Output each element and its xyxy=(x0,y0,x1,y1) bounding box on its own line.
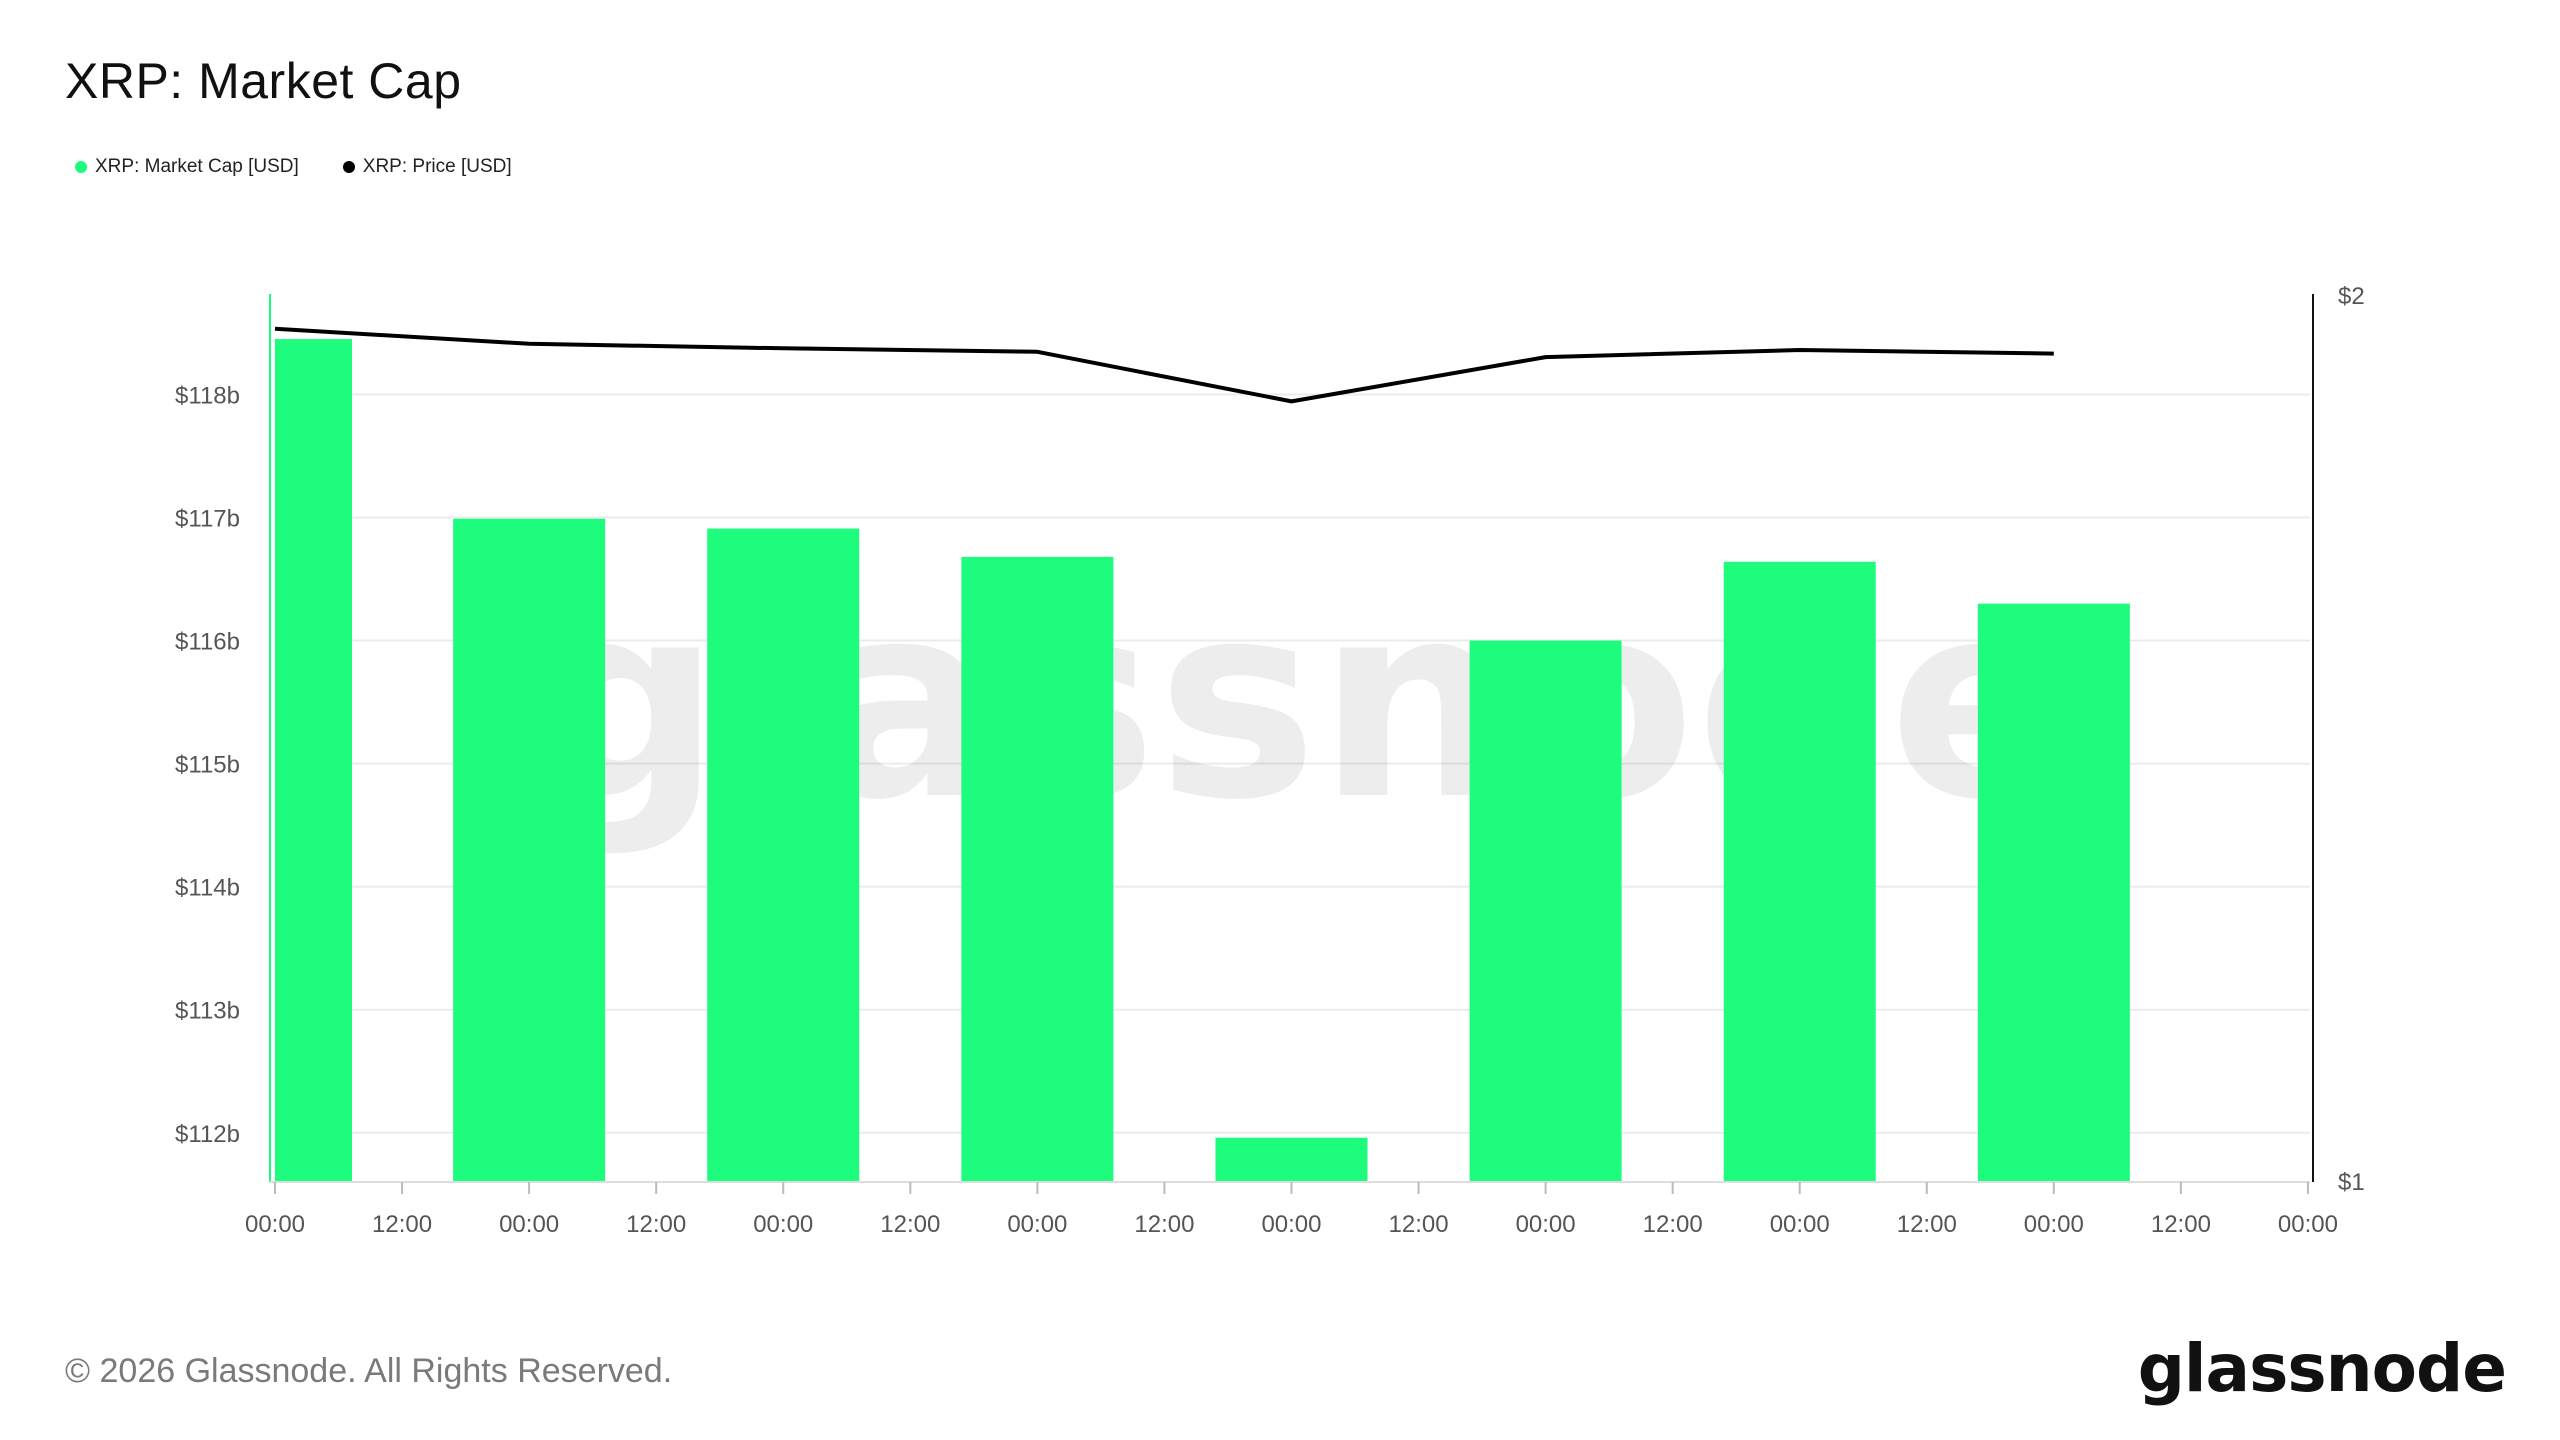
chart-legend: XRP: Market Cap [USD] XRP: Price [USD] xyxy=(75,156,512,178)
glassnode-logo[interactable]: glassnode xyxy=(2137,1330,2507,1407)
legend-item-price[interactable]: XRP: Price [USD] xyxy=(342,156,512,178)
copyright-footer: © 2026 Glassnode. All Rights Reserved. xyxy=(65,1352,673,1390)
y-left-tick-label: $118b xyxy=(175,382,240,409)
market-cap-bar[interactable] xyxy=(1469,640,1622,1182)
x-tick-label: 00:00 xyxy=(753,1211,813,1238)
x-tick-label: 00:00 xyxy=(2024,1211,2084,1238)
market-cap-bar[interactable] xyxy=(707,528,860,1182)
legend-dot-price xyxy=(342,161,355,173)
y-left-tick-label: $116b xyxy=(175,629,240,656)
x-tick-label: 12:00 xyxy=(626,1211,686,1238)
legend-item-market-cap[interactable]: XRP: Market Cap [USD] xyxy=(75,156,299,178)
market-cap-bar[interactable] xyxy=(961,556,1114,1182)
y-left-tick-label: $112b xyxy=(175,1121,240,1148)
market-cap-bar[interactable] xyxy=(275,339,352,1182)
x-tick-label: 12:00 xyxy=(1389,1211,1449,1238)
x-tick-label: 12:00 xyxy=(1134,1211,1194,1238)
legend-dot-market-cap xyxy=(75,161,87,173)
x-tick-label: 00:00 xyxy=(1516,1211,1576,1238)
x-tick-label: 00:00 xyxy=(499,1211,559,1238)
market-cap-bar[interactable] xyxy=(1723,561,1876,1182)
chart-title: XRP: Market Cap xyxy=(65,53,462,109)
legend-label-price: XRP: Price [USD] xyxy=(362,156,512,177)
x-tick-label: 12:00 xyxy=(880,1211,940,1238)
x-tick-label: 12:00 xyxy=(372,1211,432,1238)
x-tick-label: 12:00 xyxy=(1643,1211,1703,1238)
market-cap-bar[interactable] xyxy=(453,518,606,1182)
grid-layer xyxy=(275,393,2310,1134)
bars-layer xyxy=(275,339,2130,1182)
x-tick-label: 12:00 xyxy=(2151,1211,2211,1238)
price-line[interactable] xyxy=(274,326,2054,404)
market-cap-bar[interactable] xyxy=(1215,1137,1368,1182)
y-left-tick-label: $117b xyxy=(175,506,240,533)
price-line-layer xyxy=(274,326,2054,404)
axes-layer: $112b $113b $114b $115b $116b $117b $118b $1 $2 0… xyxy=(175,283,2365,1238)
x-tick-label: 00:00 xyxy=(1770,1211,1830,1238)
x-tick-label: 00:00 xyxy=(2278,1211,2338,1238)
y-right-tick-label: $1 xyxy=(2338,1169,2365,1196)
y-right-tick-label: $2 xyxy=(2338,283,2365,310)
legend-label-market-cap: XRP: Market Cap [USD] xyxy=(95,156,299,177)
x-tick-label: 00:00 xyxy=(1261,1211,1321,1238)
y-left-tick-label: $114b xyxy=(175,875,240,902)
x-tick-label: 00:00 xyxy=(245,1211,305,1238)
x-tick-label: 12:00 xyxy=(1897,1211,1957,1238)
market-cap-bar[interactable] xyxy=(1977,603,2130,1182)
y-left-tick-label: $115b xyxy=(175,752,240,779)
x-tick-label: 00:00 xyxy=(1007,1211,1067,1238)
y-left-tick-label: $113b xyxy=(175,998,240,1025)
